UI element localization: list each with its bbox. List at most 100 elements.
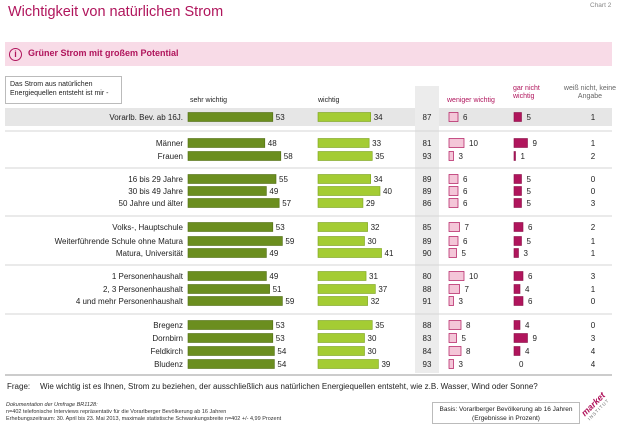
value-sehr-wichtig: 53	[276, 334, 285, 343]
bar-wichtig	[317, 296, 368, 306]
bar-sehr-wichtig	[187, 248, 267, 258]
value-gar-nicht-wichtig: 4	[525, 321, 530, 330]
banner	[5, 42, 612, 66]
value-sum: 88	[423, 285, 432, 294]
bar-wichtig	[317, 359, 379, 369]
bar-weniger-wichtig	[448, 359, 454, 369]
bar-wichtig	[317, 236, 365, 246]
value-wichtig: 41	[385, 249, 394, 258]
value-weiss-nicht: 1	[591, 113, 596, 122]
bar-gar-nicht-wichtig	[513, 112, 522, 122]
value-weniger-wichtig: 7	[465, 285, 470, 294]
value-wichtig: 35	[375, 321, 384, 330]
value-weiss-nicht: 0	[591, 175, 596, 184]
value-gar-nicht-wichtig: 5	[527, 237, 532, 246]
value-sehr-wichtig: 53	[276, 223, 285, 232]
bar-sehr-wichtig	[187, 222, 274, 232]
header-wichtig: wichtig	[318, 97, 340, 104]
row-label: Feldkirch	[151, 347, 183, 356]
bar-wichtig	[317, 248, 382, 258]
value-gar-nicht-wichtig: 9	[533, 334, 538, 343]
footnote-line2: Erhebungszeitraum: 30. April bis 23. Mai…	[6, 416, 282, 422]
total-row-band	[5, 108, 612, 126]
value-gar-nicht-wichtig: 0	[519, 360, 524, 369]
value-weniger-wichtig: 5	[462, 249, 467, 258]
value-sum: 89	[423, 237, 432, 246]
bar-wichtig	[317, 186, 381, 196]
value-sum: 91	[423, 297, 432, 306]
value-gar-nicht-wichtig: 3	[524, 249, 529, 258]
bar-gar-nicht-wichtig	[513, 284, 521, 294]
bar-wichtig	[317, 198, 364, 208]
bar-weniger-wichtig	[448, 346, 462, 356]
value-gar-nicht-wichtig: 6	[528, 297, 533, 306]
bar-weniger-wichtig	[448, 151, 454, 161]
value-sum: 83	[423, 334, 432, 343]
value-gar-nicht-wichtig: 5	[527, 175, 532, 184]
value-weiss-nicht: 1	[591, 249, 596, 258]
bar-weniger-wichtig	[448, 222, 460, 232]
bar-gar-nicht-wichtig	[513, 320, 521, 330]
row-label: 30 bis 49 Jahre	[128, 187, 183, 196]
value-sum: 80	[423, 272, 432, 281]
value-sehr-wichtig: 59	[285, 237, 294, 246]
value-weniger-wichtig: 8	[466, 347, 471, 356]
bar-sehr-wichtig	[187, 138, 266, 148]
value-weiss-nicht: 3	[591, 334, 596, 343]
value-sehr-wichtig: 49	[269, 272, 278, 281]
value-weniger-wichtig: 6	[463, 199, 468, 208]
header-sehr-wichtig: sehr wichtig	[190, 97, 227, 104]
bar-gar-nicht-wichtig	[513, 151, 516, 161]
value-sehr-wichtig: 57	[282, 199, 291, 208]
row-label: Frauen	[158, 152, 183, 161]
chart-id: Chart 2	[590, 2, 612, 9]
value-weiss-nicht: 0	[591, 187, 596, 196]
value-wichtig: 30	[368, 334, 377, 343]
bar-wichtig	[317, 333, 365, 343]
bar-sehr-wichtig	[187, 198, 280, 208]
value-weniger-wichtig: 8	[466, 321, 471, 330]
bar-sehr-wichtig	[187, 271, 267, 281]
value-weniger-wichtig: 6	[463, 175, 468, 184]
bar-weniger-wichtig	[448, 320, 462, 330]
value-wichtig: 31	[369, 272, 378, 281]
value-sehr-wichtig: 51	[273, 285, 282, 294]
value-sehr-wichtig: 59	[285, 297, 294, 306]
bar-sehr-wichtig	[187, 174, 277, 184]
bar-sehr-wichtig	[187, 320, 274, 330]
value-wichtig: 35	[375, 152, 384, 161]
value-sum: 93	[423, 360, 432, 369]
row-label: Weiterführende Schule ohne Matura	[55, 237, 184, 246]
value-sehr-wichtig: 55	[279, 175, 288, 184]
row-label: 16 bis 29 Jahre	[128, 175, 183, 184]
bar-weniger-wichtig	[448, 248, 457, 258]
value-gar-nicht-wichtig: 5	[527, 113, 532, 122]
value-sehr-wichtig: 53	[276, 321, 285, 330]
bar-sehr-wichtig	[187, 296, 283, 306]
value-weniger-wichtig: 3	[459, 297, 464, 306]
bar-weniger-wichtig	[448, 174, 459, 184]
bar-gar-nicht-wichtig	[513, 174, 522, 184]
value-wichtig: 30	[368, 347, 377, 356]
value-sehr-wichtig: 53	[276, 113, 285, 122]
bar-wichtig	[317, 138, 370, 148]
row-label: 4 und mehr Personenhaushalt	[76, 297, 184, 306]
info-icon: i	[9, 48, 22, 61]
row-label: Bregenz	[153, 321, 183, 330]
question-label: Frage:	[7, 382, 31, 391]
bar-gar-nicht-wichtig	[513, 346, 521, 356]
bar-wichtig	[317, 151, 373, 161]
bar-wichtig	[317, 112, 372, 122]
footnote-line1: n=402 telefonische Interviews repräsenta…	[6, 409, 227, 415]
value-weiss-nicht: 4	[591, 347, 596, 356]
bar-weniger-wichtig	[448, 112, 459, 122]
value-wichtig: 29	[366, 199, 375, 208]
question-text: Wie wichtig ist es Ihnen, Strom zu bezie…	[40, 382, 538, 391]
value-sehr-wichtig: 49	[269, 187, 278, 196]
bar-sehr-wichtig	[187, 186, 267, 196]
value-sum: 90	[423, 249, 432, 258]
value-sehr-wichtig: 58	[284, 152, 293, 161]
value-weiss-nicht: 3	[591, 199, 596, 208]
bar-gar-nicht-wichtig	[513, 271, 524, 281]
value-wichtig: 34	[374, 175, 383, 184]
